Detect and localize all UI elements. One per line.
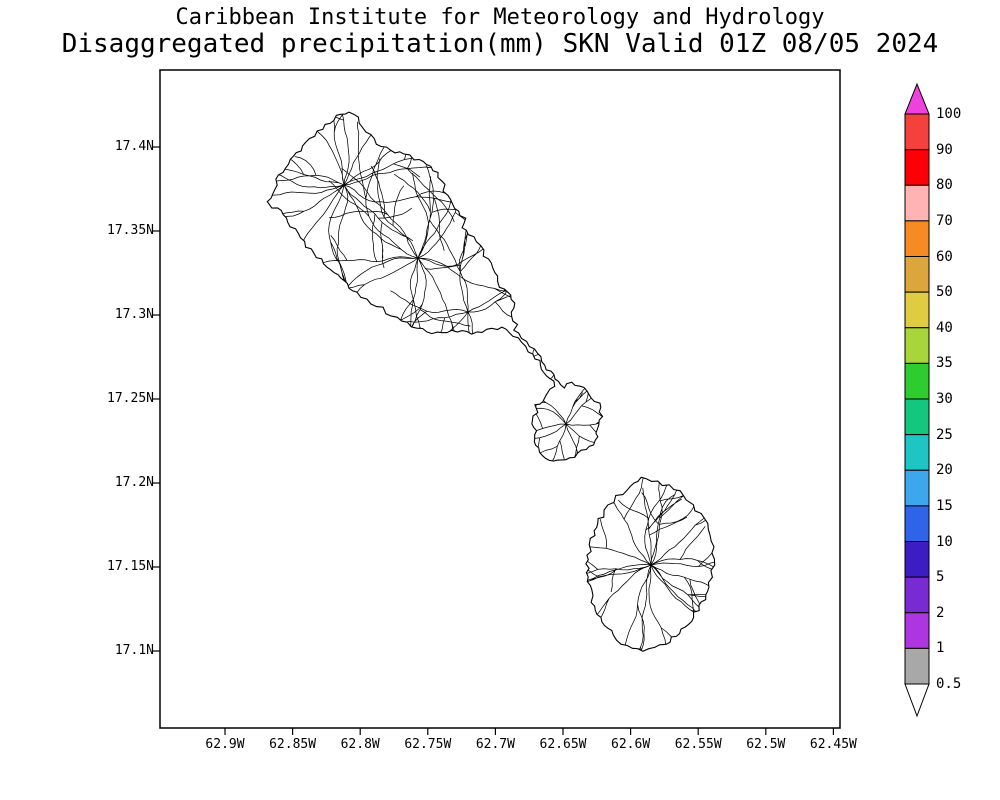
lon-tick-label: 62.9W xyxy=(205,737,245,752)
colorbar-segment xyxy=(904,469,930,507)
st-kitts-coastline xyxy=(266,111,604,462)
colorbar-arrow-down xyxy=(904,683,930,718)
lat-tick-label: 17.15N xyxy=(107,559,154,574)
colorbar-segment xyxy=(904,327,930,364)
lon-tick-label: 62.8W xyxy=(340,737,380,752)
colorbar-tick-label: 100 xyxy=(936,106,962,122)
colorbar-segment xyxy=(904,541,930,578)
lon-tick-label: 62.55W xyxy=(674,737,722,752)
colorbar-segment xyxy=(904,612,930,649)
colorbar-tick-label: 0.5 xyxy=(936,676,962,692)
colorbar-tick-label: 40 xyxy=(936,319,953,336)
colorbar-tick-label: 20 xyxy=(936,462,953,479)
colorbar-tick-label: 15 xyxy=(936,497,953,514)
colorbar-tick-label: 90 xyxy=(936,141,953,158)
lat-tick-label: 17.1N xyxy=(114,643,154,658)
lon-tick-label: 62.6W xyxy=(611,737,651,752)
colorbar-segment xyxy=(904,362,930,400)
colorbar-tick-label: 35 xyxy=(936,355,953,372)
lat-tick-label: 17.4N xyxy=(114,139,154,154)
colorbar-segment xyxy=(904,149,930,186)
colorbar-tick-label: 25 xyxy=(936,426,953,443)
colorbar-segment xyxy=(904,505,930,543)
lat-tick-label: 17.25N xyxy=(107,391,154,406)
colorbar-segment xyxy=(904,113,930,151)
colorbar-tick-label: 5 xyxy=(936,569,945,586)
colorbar-segment xyxy=(904,220,930,258)
axis-tick-marks xyxy=(153,146,835,735)
figure-title: Caribbean Institute for Meteorology and … xyxy=(175,5,825,30)
colorbar-segment xyxy=(904,647,930,685)
colorbar-tick-label: 80 xyxy=(936,177,953,194)
lon-tick-label: 62.7W xyxy=(475,737,515,752)
lon-tick-label: 62.65W xyxy=(539,737,587,752)
lon-tick-label: 62.75W xyxy=(404,737,452,752)
colorbar-arrow-up xyxy=(904,82,930,115)
colorbar-tick-label: 10 xyxy=(936,533,953,550)
colorbar-tick-label: 2 xyxy=(936,604,945,621)
colorbar-tick-label: 30 xyxy=(936,391,953,407)
lon-tick-label: 62.45W xyxy=(809,737,857,752)
colorbar-segment xyxy=(904,291,930,329)
colorbar-segment xyxy=(904,184,930,222)
lat-tick-label: 17.3N xyxy=(114,307,154,322)
lat-tick-label: 17.2N xyxy=(114,475,154,490)
colorbar-segment xyxy=(904,398,930,436)
lon-tick-label: 62.85W xyxy=(269,737,317,752)
plot-frame xyxy=(159,69,841,729)
lat-tick-label: 17.35N xyxy=(107,223,154,238)
colorbar-segment xyxy=(904,434,930,471)
colorbar xyxy=(904,82,930,718)
colorbar-segment xyxy=(904,256,930,293)
lon-tick-label: 62.5W xyxy=(746,737,786,752)
colorbar-tick-label: 1 xyxy=(936,640,945,657)
figure-subtitle: Disaggregated precipitation(mm) SKN Vali… xyxy=(61,29,939,59)
colorbar-tick-label: 60 xyxy=(936,248,953,265)
colorbar-tick-label: 50 xyxy=(936,284,953,301)
nevis-watershed-lines xyxy=(585,477,715,652)
colorbar-segment xyxy=(904,576,930,614)
colorbar-tick-label: 70 xyxy=(936,212,953,229)
